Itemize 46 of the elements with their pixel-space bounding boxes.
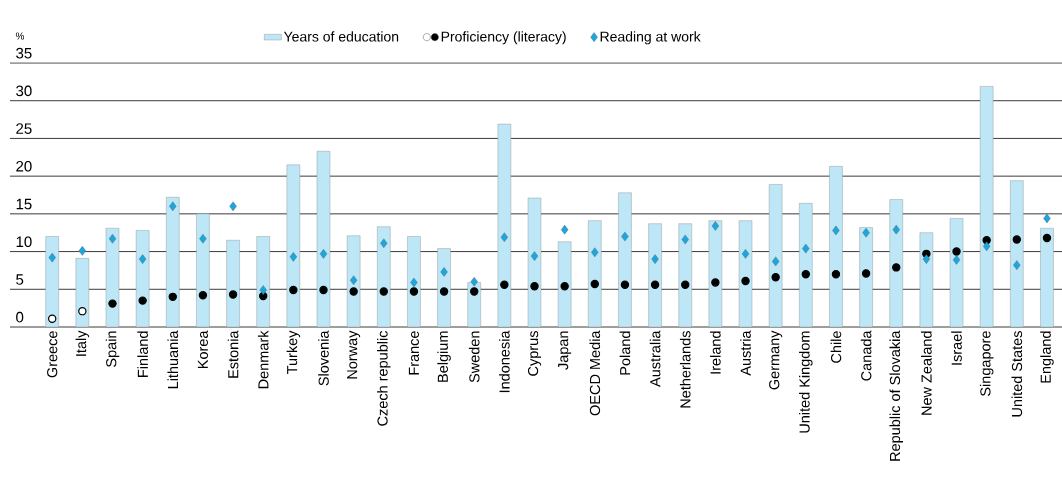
x-tick-label: Denmark: [257, 330, 269, 389]
x-tick-label: France: [408, 331, 419, 375]
legend-label: Reading at work: [600, 31, 701, 45]
x-tick-label: Cyprus: [527, 331, 542, 376]
x-tick-label: Slovenia: [318, 330, 329, 386]
x-tick-label: Lithuania: [167, 330, 179, 389]
x-tick-label: Greece: [47, 331, 58, 378]
x-tick-label: Norway: [347, 330, 361, 379]
x-tick-label: Belgium: [437, 331, 451, 382]
x-tick-label: OECD Media: [589, 330, 601, 416]
x-tick-label: Israel: [951, 331, 962, 365]
y-axis-title: %: [15, 32, 25, 40]
x-tick-label: Republic of Slovakia: [889, 330, 903, 461]
x-tick-label: Netherlands: [679, 331, 691, 408]
legend-label: Proficiency (literacy): [441, 31, 566, 45]
x-tick-label: Italy: [75, 330, 90, 356]
y-tick-label: 5: [16, 274, 24, 285]
x-tick-label: Japan: [558, 331, 572, 370]
y-tick-label: 25: [16, 123, 32, 134]
x-tick-label: Turkey: [286, 330, 301, 374]
x-tick-label: Spain: [105, 331, 120, 367]
legend-label: Years of education: [283, 31, 399, 42]
x-tick-label: Austria: [740, 330, 751, 376]
y-tick-label: 0: [16, 311, 24, 323]
x-tick-label: Chile: [830, 331, 842, 363]
y-tick-label: 20: [16, 160, 32, 172]
x-tick-label: New Zealand: [921, 331, 932, 415]
y-tick-label: 10: [16, 236, 32, 248]
y-tick-label: 35: [16, 47, 32, 59]
x-tick-label: Indonesia: [499, 330, 510, 393]
x-tick-label: Australia: [649, 330, 661, 387]
x-tick-label: Poland: [619, 331, 631, 375]
x-tick-label: Germany: [769, 330, 783, 390]
x-tick-label: Sweden: [468, 331, 480, 383]
x-tick-label: Ireland: [710, 331, 721, 374]
x-tick-label: England: [1040, 331, 1054, 383]
x-tick-label: Estonia: [227, 330, 239, 378]
y-tick-label: 15: [16, 198, 32, 210]
x-tick-label: Czech republic: [377, 330, 391, 426]
x-tick-label: Singapore: [979, 331, 994, 396]
y-tick-label: 30: [16, 85, 32, 97]
x-tick-label: Finland: [137, 331, 148, 377]
x-tick-label: Korea: [197, 330, 208, 369]
x-tick-label: Canada: [860, 330, 872, 381]
x-tick-label: United Kingdom: [799, 331, 813, 433]
x-tick-label: United States: [1011, 331, 1023, 417]
